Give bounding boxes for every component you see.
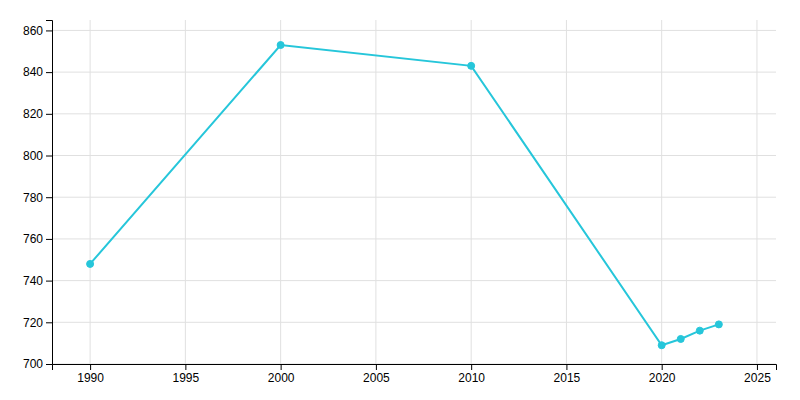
grid-line-y [52, 155, 776, 156]
y-tick-label: 820 [23, 107, 43, 121]
y-tick-mark [46, 72, 52, 73]
x-tick: 2010 [458, 364, 485, 385]
y-tick: 720 [23, 316, 52, 330]
grid-line-y [52, 113, 776, 114]
grid-line-x [185, 20, 186, 364]
x-tick-label: 2000 [268, 371, 295, 385]
grid-line-y [52, 72, 776, 73]
y-tick: 820 [23, 107, 52, 121]
y-tick-label: 840 [23, 65, 43, 79]
y-tick-mark [46, 197, 52, 198]
y-tick-mark [46, 281, 52, 282]
point [677, 335, 684, 342]
grid-line-x [566, 20, 567, 364]
point [715, 321, 722, 328]
y-tick-label: 740 [23, 274, 43, 288]
x-tick: 1995 [173, 364, 200, 385]
marks [87, 42, 723, 349]
grid-line-y [52, 238, 776, 239]
y-axis: 700 720 740 760 780 800 820 840 860 [23, 21, 53, 372]
y-tick-label: 700 [23, 357, 43, 371]
y-tick-mark [46, 114, 52, 115]
x-tick-mark [376, 364, 377, 370]
grid-line-x [756, 20, 757, 364]
x-tick-mark [662, 364, 663, 370]
x-axis-line [53, 365, 777, 371]
plot-area: 1990 1995 2000 2005 2010 2015 2020 2025 700 720 74… [23, 20, 777, 385]
x-tick-label: 2020 [649, 371, 676, 385]
y-tick-label: 780 [23, 191, 43, 205]
x-axis: 1990 1995 2000 2005 2010 2015 2020 2025 [53, 364, 777, 385]
x-tick: 2025 [744, 364, 771, 385]
x-tick-mark [185, 364, 186, 370]
y-tick: 840 [23, 65, 52, 79]
x-tick-label: 1995 [173, 371, 200, 385]
y-tick: 760 [23, 232, 52, 246]
grid-line-x [90, 20, 91, 364]
y-tick-label: 760 [23, 232, 43, 246]
y-tick-label: 720 [23, 316, 43, 330]
grid-line-x [471, 20, 472, 364]
y-tick-mark [46, 364, 52, 365]
x-tick: 2005 [363, 364, 390, 385]
x-tick-mark [757, 364, 758, 370]
chart-container: 1990 1995 2000 2005 2010 2015 2020 2025 700 720 74… [0, 0, 800, 400]
x-tick-label: 2025 [744, 371, 771, 385]
grid-line-x [375, 20, 376, 364]
point [658, 342, 665, 349]
x-tick-mark [90, 364, 91, 370]
point [696, 327, 703, 334]
x-tick-label: 1990 [77, 371, 104, 385]
x-tick: 2015 [554, 364, 581, 385]
x-tick: 1990 [77, 364, 104, 385]
chart-svg: 1990 1995 2000 2005 2010 2015 2020 2025 700 720 74… [0, 0, 800, 400]
y-tick: 700 [23, 357, 52, 371]
grid-line-x [661, 20, 662, 364]
point [277, 42, 284, 49]
point [87, 260, 94, 267]
y-tick: 800 [23, 149, 52, 163]
point [468, 62, 475, 69]
y-tick-label: 800 [23, 149, 43, 163]
y-axis-line [46, 21, 53, 365]
grid-line-x [280, 20, 281, 364]
y-tick-mark [46, 156, 52, 157]
line [90, 45, 719, 345]
y-tick-mark [46, 239, 52, 240]
x-tick: 2020 [649, 364, 676, 385]
x-tick-mark [566, 364, 567, 370]
y-tick: 780 [23, 191, 52, 205]
y-tick-mark [46, 322, 52, 323]
y-tick-label: 860 [23, 24, 43, 38]
x-tick-label: 2015 [554, 371, 581, 385]
grid [52, 20, 776, 364]
x-tick: 2000 [268, 364, 295, 385]
x-tick-label: 2005 [363, 371, 390, 385]
grid-line-y [52, 322, 776, 323]
y-tick-mark [46, 30, 52, 31]
x-tick-label: 2010 [458, 371, 485, 385]
grid-line-y [52, 30, 776, 31]
x-tick-mark [471, 364, 472, 370]
grid-line-y [52, 280, 776, 281]
y-tick: 740 [23, 274, 52, 288]
x-tick-mark [281, 364, 282, 370]
grid-line-y [52, 197, 776, 198]
y-tick: 860 [23, 24, 52, 38]
